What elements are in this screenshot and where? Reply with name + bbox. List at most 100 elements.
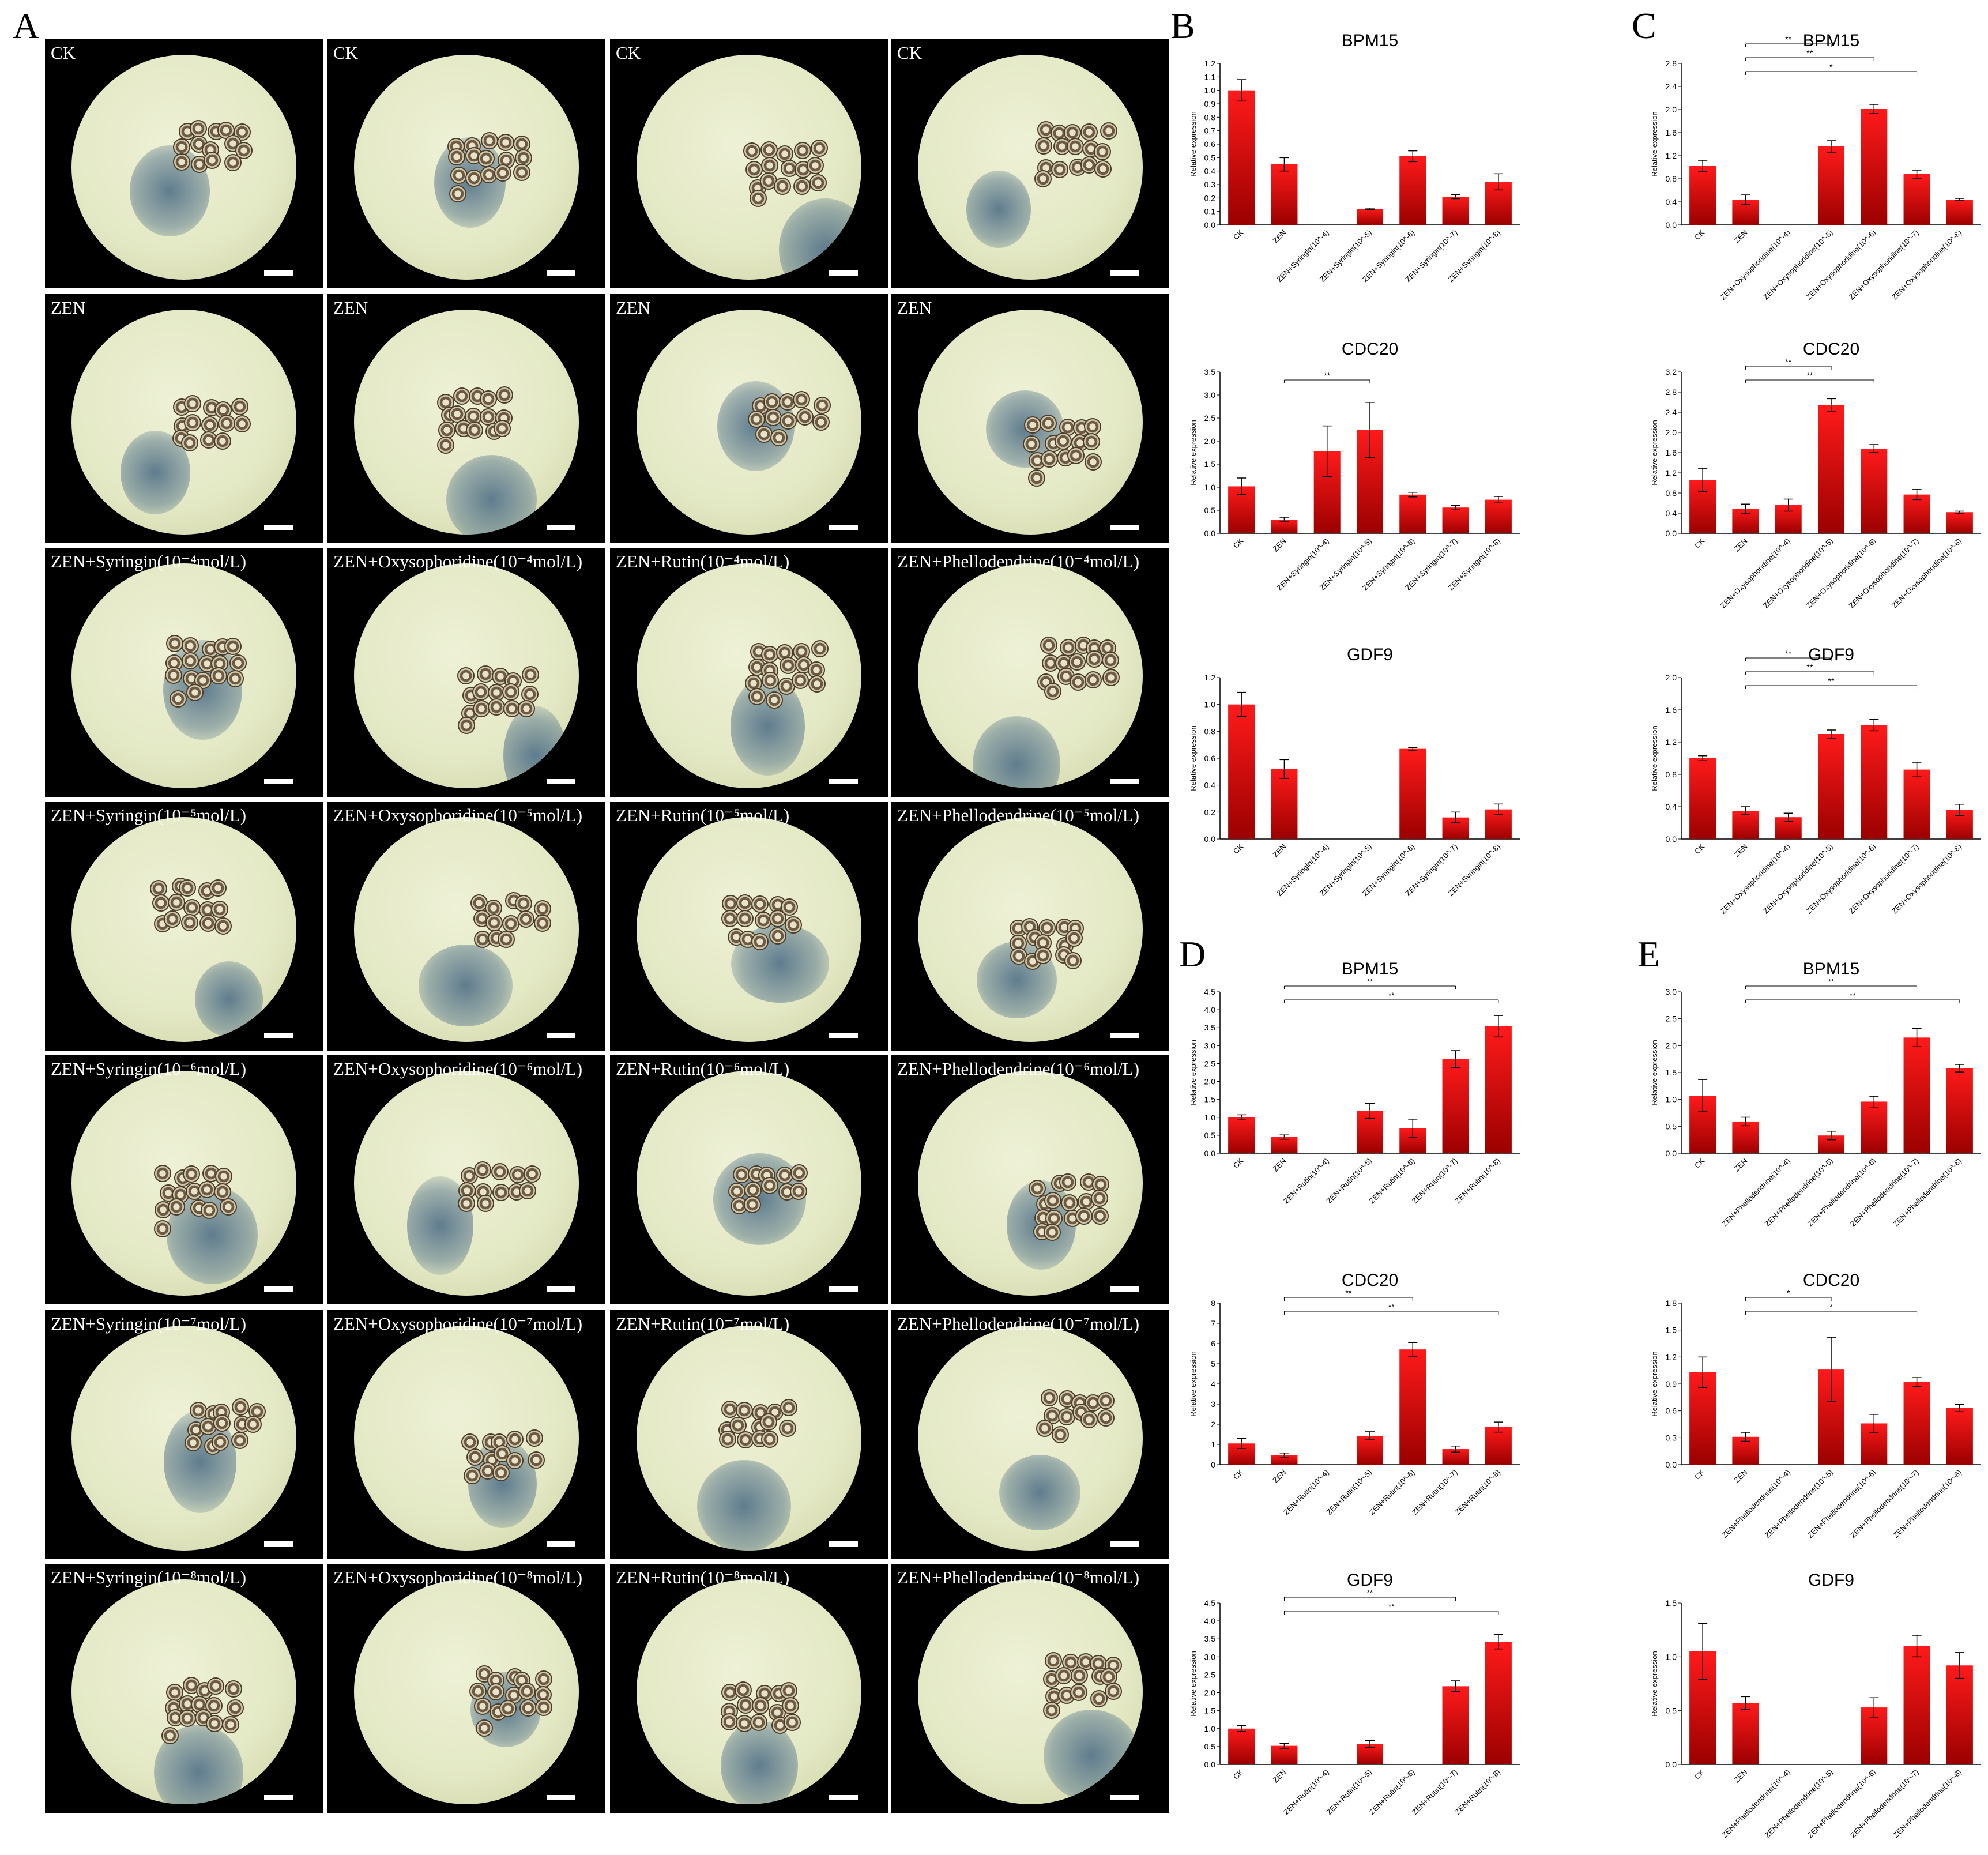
bar [1399,1349,1426,1465]
y-tick-label: 0.0 [1666,220,1677,229]
y-tick-label: 0.0 [1666,834,1677,844]
scale-bar [547,1541,575,1547]
x-tick-label: ZEN+Phellodendrine(10^-4) [1720,1157,1792,1229]
oocyte-icon [495,386,513,404]
x-tick-label: ZEN+Oxysophoridine(10^-5) [1761,537,1835,610]
oocyte-icon [750,1714,767,1732]
scale-bar [547,1795,575,1800]
x-tick-label: ZEN+Rutin(10^-8) [1453,1768,1502,1817]
oocyte-icon [783,1714,801,1732]
chart-title: BPM15 [1342,960,1398,979]
oocyte-icon [813,397,831,415]
scale-bar [547,1286,575,1292]
micrograph-label: ZEN+Oxysophoridine(10⁻⁸mol/L) [333,1567,583,1587]
bar [1485,1427,1512,1465]
stain-spot [966,170,1031,248]
oocyte-icon [234,415,251,433]
y-tick-label: 4.0 [1204,1005,1216,1014]
oocyte-icon [178,879,196,897]
oocyte-icon [485,914,503,932]
oocyte-icon [1065,929,1083,947]
scale-bar [829,1541,858,1547]
oocyte-icon [473,1698,491,1715]
scale-bar [264,1286,293,1292]
y-tick-label: 4.5 [1204,1598,1216,1608]
oocyte-icon [774,178,792,195]
y-tick-label: 1.6 [1666,448,1677,457]
oocyte-icon [751,895,769,913]
oocyte-icon [167,893,185,911]
bar-chart-d-gdf9: GDF9 Relative expression 0.0 0.5 1.0 1.5 2.0 2.… [1189,1571,1520,1817]
y-tick-label: 0.3 [1204,180,1216,189]
oocyte-icon [811,640,829,658]
oocyte-icon [153,1220,171,1238]
oocyte-icon [494,164,511,182]
oocyte-icon [492,1183,510,1201]
x-tick-label: ZEN+Oxysophoridine(10^-8) [1890,537,1963,610]
oocyte-icon [1052,1425,1070,1443]
x-tick-label: ZEN+Phellodendrine(10^-5) [1763,1468,1835,1540]
y-tick-label: 0.5 [1204,1131,1216,1140]
oocyte-icon [781,898,799,916]
y-tick-label: 1.2 [1204,59,1216,68]
oocyte-icon [1070,1684,1088,1702]
culture-dish [637,55,861,280]
bar [1271,769,1298,839]
oocyte-icon [491,1163,509,1181]
bar [1732,1121,1759,1153]
y-tick-label: 1.2 [1204,673,1216,682]
oocyte-icon [720,1713,738,1731]
x-tick-label: ZEN+Oxysophoridine(10^-6) [1804,842,1877,916]
y-tick-label: 2.0 [1204,1688,1216,1698]
oocyte-icon [219,1198,237,1216]
bar [1817,734,1845,839]
bar [1399,156,1426,225]
chart-title: GDF9 [1347,1571,1393,1590]
micrograph-tile: ZEN+Syringin(10⁻⁵mol/L) [45,802,323,1051]
oocyte-icon [518,1683,536,1700]
oocyte-icon [793,177,811,195]
x-tick-label: CK [1232,228,1245,242]
oocyte-icon [479,390,497,408]
bar [1356,1435,1384,1465]
oocyte-icon [458,716,476,734]
micrograph-tile: ZEN+Syringin(10⁻⁸mol/L) [45,1564,323,1813]
oocyte-icon [780,657,797,675]
oocyte-icon [812,413,830,431]
y-axis-label: Relative expression [1650,420,1659,485]
x-tick-label: ZEN [1733,1157,1749,1173]
x-tick-label: ZEN+Rutin(10^-8) [1453,1157,1502,1206]
oocyte-icon [181,913,199,931]
bar [1485,1642,1512,1764]
oocyte-icon [229,654,247,672]
x-tick-label: ZEN+Phellodendrine(10^-4) [1720,1468,1792,1540]
significance-label: ** [1806,371,1813,380]
stain-spot [778,198,861,280]
oocyte-icon [209,879,227,897]
micrograph-label: ZEN+Rutin(10⁻⁴mol/L) [616,551,790,571]
oocyte-icon [214,1167,232,1185]
oocyte-icon [1069,673,1087,691]
oocyte-icon [1101,651,1119,669]
x-tick-label: ZEN+Oxysophoridine(10^-8) [1890,842,1963,916]
bar-chart-c-bpm15: BPM15 Relative expression 0.0 0.4 0.8 1.2 1.6 2… [1650,31,1981,302]
oocyte-icon [769,927,787,945]
y-tick-label: 1.2 [1666,151,1677,160]
oocyte-icon [487,1683,504,1700]
oocyte-icon [736,1696,754,1714]
oocyte-icon [509,1166,526,1184]
x-tick-label: ZEN+Phellodendrine(10^-6) [1806,1468,1878,1540]
y-tick-label: 2.4 [1666,82,1677,91]
scale-bar [829,525,858,530]
micrograph-tile: ZEN+Rutin(10⁻⁵mol/L) [610,802,888,1051]
oocyte-icon [165,634,183,652]
oocyte-icon [806,157,824,175]
bar [1861,449,1888,533]
scale-bar [547,525,575,530]
micrograph-label: ZEN+Phellodendrine(10⁻⁵mol/L) [897,805,1140,825]
oocyte-icon [212,1433,229,1451]
y-tick-label: 7 [1211,1319,1215,1328]
significance-label: ** [1806,48,1813,58]
micrograph-tile: ZEN [45,294,323,543]
oocyte-icon [1036,1419,1054,1437]
